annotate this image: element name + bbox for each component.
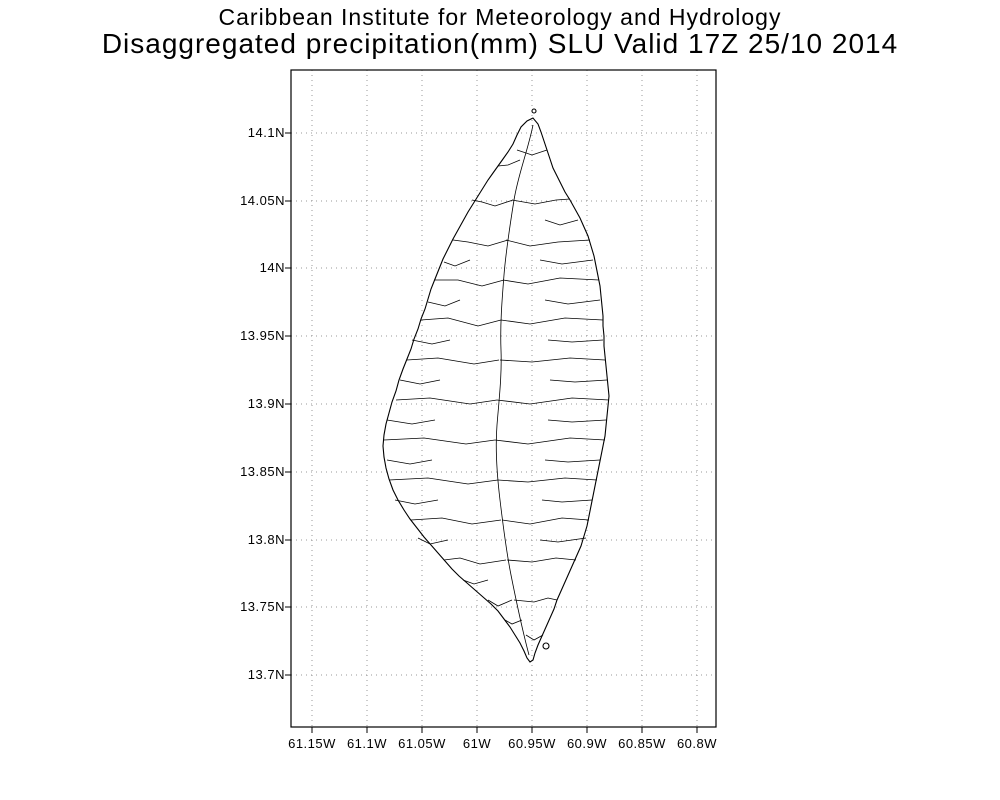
watershed-line <box>411 339 451 345</box>
y-tick-label: 14.05N <box>240 193 285 208</box>
watershed-line <box>395 397 498 405</box>
watershed-line <box>549 379 608 383</box>
watershed-line <box>495 124 534 656</box>
watershed-line <box>394 499 439 505</box>
y-tick-label: 13.85N <box>240 464 285 479</box>
x-tick-label: 61.15W <box>288 736 336 751</box>
watershed-line <box>496 397 610 405</box>
watershed-line <box>388 477 499 485</box>
watershed-line <box>427 299 461 307</box>
watershed-line <box>544 459 601 463</box>
watershed-line <box>547 419 607 423</box>
saint-lucia-island <box>382 108 610 663</box>
watershed-line <box>511 198 571 205</box>
x-tick-label: 61.05W <box>398 736 446 751</box>
x-tick-label: 60.9W <box>566 736 608 751</box>
plot-title: Disaggregated precipitation(mm) SLU Vali… <box>101 28 899 59</box>
watershed-line <box>452 239 509 247</box>
x-tick-label: 60.85W <box>618 736 666 751</box>
watershed-line <box>410 517 502 525</box>
watershed-line <box>383 437 496 445</box>
y-tick-label: 13.7N <box>247 667 285 682</box>
watershed-line <box>406 357 500 365</box>
y-tick-label: 13.75N <box>240 599 285 614</box>
watershed-line <box>386 459 433 465</box>
watershed-line <box>541 499 593 503</box>
watershed-line <box>494 437 606 445</box>
graticule-grid <box>291 70 716 727</box>
watershed-line <box>500 317 604 325</box>
x-tick-label: 60.8W <box>676 736 718 751</box>
watershed-line <box>504 619 523 625</box>
offshore-islet <box>531 108 537 114</box>
watershed-boundaries <box>383 124 610 656</box>
watershed-line <box>443 259 471 267</box>
watershed-line <box>505 239 591 247</box>
watershed-line <box>506 557 577 563</box>
watershed-line <box>525 634 544 641</box>
watershed-line <box>539 259 594 265</box>
watershed-line <box>434 279 505 287</box>
watershed-line <box>544 299 601 305</box>
watershed-line <box>386 419 436 425</box>
plot-frame <box>290 69 717 728</box>
watershed-line <box>487 599 513 607</box>
watershed-line <box>502 277 600 285</box>
watershed-line <box>462 579 489 585</box>
y-tick-label: 13.95N <box>240 328 285 343</box>
watershed-line <box>497 159 521 167</box>
watershed-line <box>443 557 507 565</box>
x-tick-label: 60.95W <box>508 736 556 751</box>
watershed-line <box>417 537 449 545</box>
watershed-line <box>547 339 604 343</box>
watershed-line <box>471 199 514 207</box>
y-tick-label: 13.8N <box>247 532 285 547</box>
watershed-line <box>513 597 558 603</box>
x-tick-label: 61W <box>462 736 492 751</box>
y-tick-label: 14N <box>259 260 285 275</box>
watershed-line <box>501 517 590 525</box>
y-tick-label: 13.9N <box>247 396 285 411</box>
y-tick-label: 14.1N <box>247 125 285 140</box>
institute-title: Caribbean Institute for Meteorology and … <box>218 4 782 30</box>
offshore-islet <box>542 642 550 650</box>
coastline <box>382 117 610 663</box>
watershed-line <box>544 219 579 226</box>
watershed-line <box>399 379 441 385</box>
watershed-line <box>539 537 587 543</box>
x-tick-label: 61.1W <box>346 736 388 751</box>
watershed-line <box>499 357 606 363</box>
watershed-line <box>420 317 502 327</box>
watershed-line <box>516 149 548 156</box>
watershed-line <box>497 477 598 483</box>
axis-tick-marks <box>285 132 698 733</box>
